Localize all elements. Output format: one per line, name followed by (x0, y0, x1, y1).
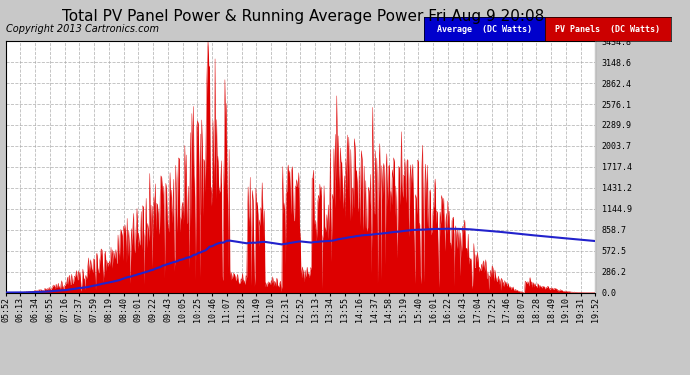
Text: Total PV Panel Power & Running Average Power Fri Aug 9 20:08: Total PV Panel Power & Running Average P… (63, 9, 544, 24)
Text: PV Panels  (DC Watts): PV Panels (DC Watts) (555, 25, 660, 34)
Text: Copyright 2013 Cartronics.com: Copyright 2013 Cartronics.com (6, 24, 159, 34)
Text: Average  (DC Watts): Average (DC Watts) (437, 25, 532, 34)
